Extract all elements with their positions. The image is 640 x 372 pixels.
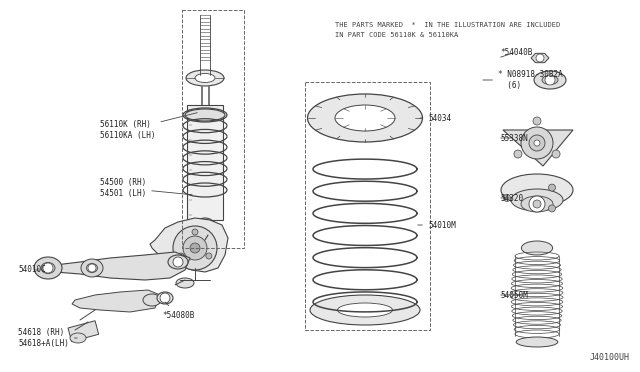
Circle shape [190, 243, 200, 253]
Text: 54500 (RH)
54501 (LH): 54500 (RH) 54501 (LH) [100, 178, 192, 198]
Circle shape [521, 127, 553, 159]
Text: THE PARTS MARKED  *  IN THE ILLUSTRATION ARE INCLUDED: THE PARTS MARKED * IN THE ILLUSTRATION A… [335, 22, 560, 28]
Circle shape [193, 218, 217, 242]
Ellipse shape [511, 189, 563, 211]
Polygon shape [503, 130, 573, 166]
Circle shape [536, 54, 544, 62]
Text: 55338N: 55338N [500, 134, 528, 142]
Circle shape [533, 200, 541, 208]
Bar [182, 10, 244, 248]
Ellipse shape [335, 105, 395, 131]
Text: 54034: 54034 [420, 113, 451, 122]
Ellipse shape [70, 333, 86, 343]
Circle shape [88, 264, 96, 272]
Ellipse shape [307, 94, 422, 142]
Text: 54320: 54320 [500, 193, 523, 202]
Circle shape [529, 196, 545, 212]
Bar [305, 82, 430, 330]
Bar [187, 105, 223, 220]
Circle shape [206, 253, 212, 259]
Ellipse shape [41, 263, 55, 273]
Ellipse shape [186, 70, 224, 86]
Text: 54618 (RH)
54618+A(LH): 54618 (RH) 54618+A(LH) [18, 328, 77, 348]
Ellipse shape [143, 294, 161, 306]
Circle shape [43, 263, 53, 273]
Polygon shape [150, 218, 228, 272]
Ellipse shape [521, 196, 553, 212]
Circle shape [552, 150, 560, 158]
Circle shape [514, 150, 522, 158]
Circle shape [545, 75, 555, 85]
Ellipse shape [34, 257, 62, 279]
Ellipse shape [522, 241, 552, 255]
Text: IN PART CODE 56110K & 56110KA: IN PART CODE 56110K & 56110KA [335, 32, 458, 38]
Circle shape [160, 293, 170, 303]
Polygon shape [40, 252, 190, 280]
Text: * N08918-30B2A
  (6): * N08918-30B2A (6) [483, 70, 563, 90]
Text: 54010C: 54010C [18, 266, 45, 275]
Ellipse shape [185, 109, 225, 121]
Polygon shape [72, 290, 160, 312]
Ellipse shape [86, 263, 97, 273]
Ellipse shape [542, 76, 558, 84]
Circle shape [548, 205, 556, 212]
Text: 54010M: 54010M [418, 221, 456, 230]
Text: *54040B: *54040B [500, 48, 532, 57]
Polygon shape [531, 53, 549, 62]
Ellipse shape [516, 337, 558, 347]
Circle shape [173, 226, 217, 270]
Ellipse shape [157, 292, 173, 304]
Ellipse shape [310, 295, 420, 325]
Circle shape [504, 195, 511, 202]
Circle shape [199, 224, 211, 236]
Text: *54080B: *54080B [162, 302, 195, 320]
Circle shape [192, 229, 198, 235]
Ellipse shape [195, 74, 215, 83]
Circle shape [548, 184, 556, 191]
Text: 54050M: 54050M [500, 291, 528, 299]
Circle shape [534, 140, 540, 146]
Circle shape [178, 253, 184, 259]
Bar [68, 321, 99, 341]
Ellipse shape [81, 259, 103, 277]
Ellipse shape [168, 255, 188, 269]
Circle shape [533, 117, 541, 125]
Circle shape [529, 135, 545, 151]
Ellipse shape [337, 303, 392, 317]
Text: 56110K (RH)
56110KA (LH): 56110K (RH) 56110KA (LH) [100, 113, 197, 140]
Ellipse shape [176, 278, 194, 288]
Circle shape [183, 236, 207, 260]
Circle shape [173, 257, 183, 267]
Ellipse shape [501, 174, 573, 206]
Text: J40100UH: J40100UH [590, 353, 630, 362]
Ellipse shape [534, 71, 566, 89]
